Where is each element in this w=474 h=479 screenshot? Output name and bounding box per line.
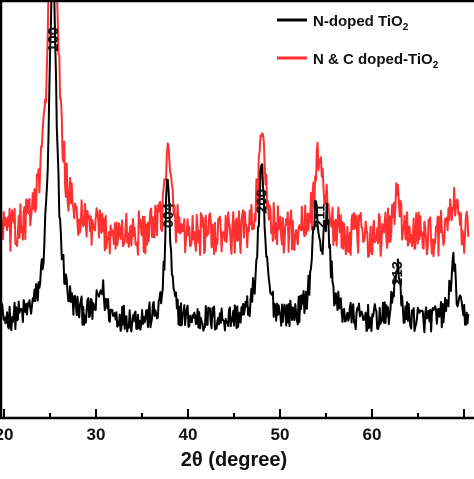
legend-label-text-0: N-doped TiO: [313, 13, 403, 30]
peak-label-200: 200: [254, 189, 271, 214]
legend-label-1: N & C doped-TiO2: [313, 51, 439, 71]
x-tick-label-30: 30: [87, 425, 106, 444]
series-line-1: [0, 0, 470, 258]
legend-label-text-1: N & C doped-TiO: [313, 51, 433, 68]
legend-label-subscript-1: 2: [433, 60, 439, 71]
legend-label-subscript-0: 2: [403, 22, 409, 33]
peak-label-213: 213: [389, 261, 406, 286]
peak-label-211: 211: [312, 204, 329, 228]
series-line-0: [0, 0, 470, 334]
legend-label-0: N-doped TiO2: [313, 13, 409, 33]
peak-label-004: 004: [160, 202, 177, 228]
x-tick-label-50: 50: [271, 425, 290, 444]
x-tick-label-40: 40: [179, 425, 198, 444]
x-tick-label-20: 20: [0, 425, 13, 444]
x-tick-label-60: 60: [363, 425, 382, 444]
peak-label-100: 100: [45, 27, 62, 52]
x-axis-title: 2θ (degree): [181, 449, 287, 471]
